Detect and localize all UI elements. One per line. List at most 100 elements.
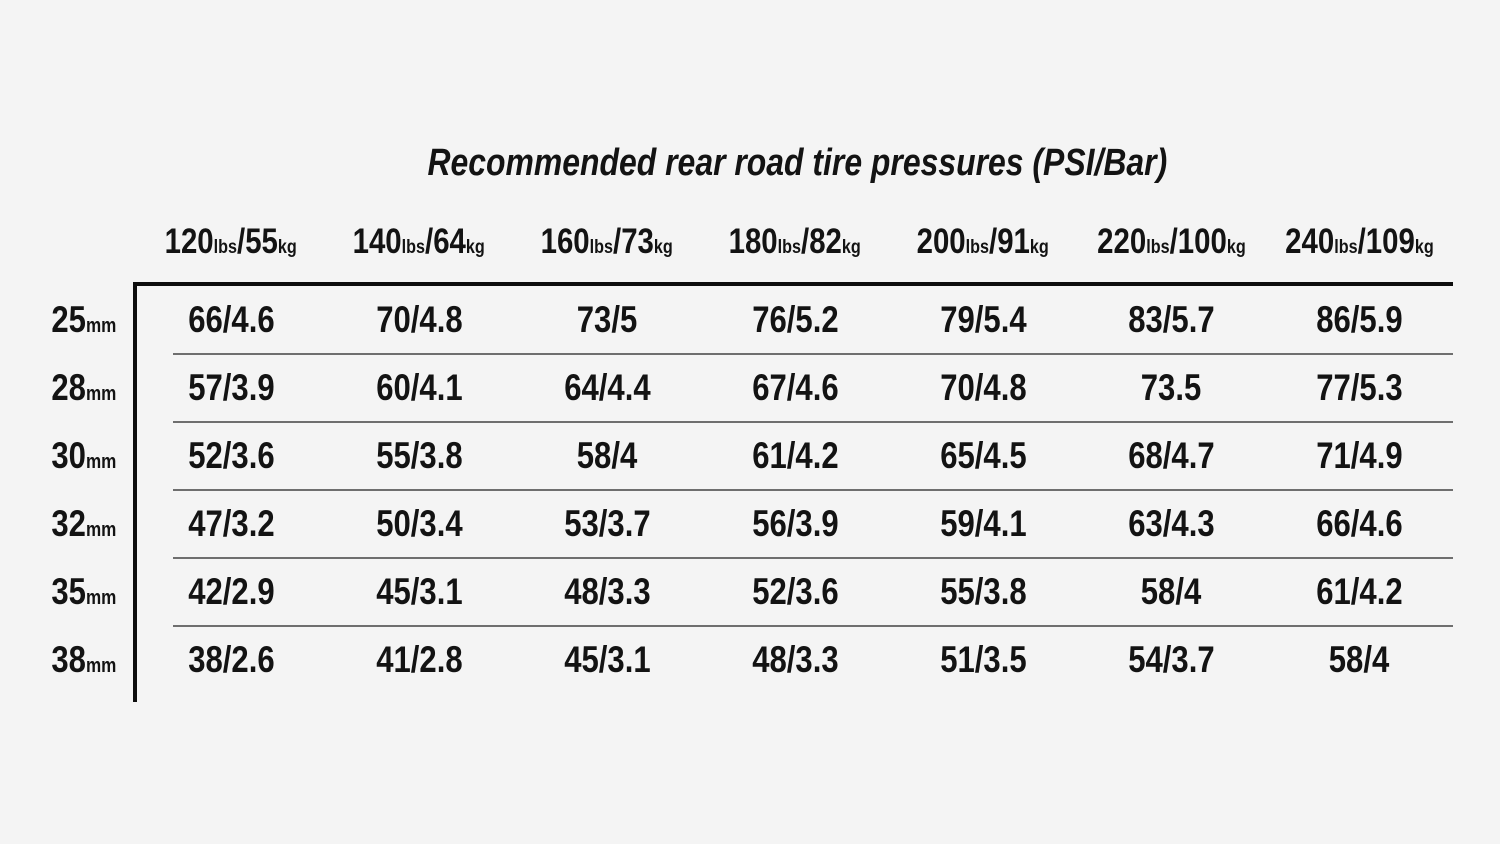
row-label-text: 30mm (51, 435, 116, 477)
pressure-cell: 48/3.3 (701, 639, 889, 681)
column-header: 140lbs/64kg (325, 222, 513, 262)
pressure-value: 76/5.2 (751, 299, 839, 340)
weight-lbs-value: 240 (1284, 222, 1334, 261)
weight-lbs-value: 160 (540, 222, 590, 261)
separator: / (237, 222, 246, 261)
row-label-text: 38mm (51, 639, 116, 681)
pressure-cell: 73/5 (513, 299, 701, 341)
weight-lbs-value: 180 (728, 222, 778, 261)
kg-unit: kg (278, 237, 298, 258)
kg-unit: kg (1414, 237, 1434, 258)
pressure-cell: 71/4.9 (1265, 435, 1453, 477)
column-header: 180lbs/82kg (701, 222, 889, 262)
pressure-cell: 42/2.9 (137, 571, 325, 613)
kg-unit: kg (466, 237, 486, 258)
pressure-value: 42/2.9 (187, 571, 275, 612)
tire-size-value: 32 (51, 503, 86, 544)
row-label: 28mm (0, 354, 116, 422)
weight-lbs-value: 120 (164, 222, 214, 261)
weight-lbs-value: 220 (1096, 222, 1146, 261)
weight-kg-value: 109 (1365, 222, 1415, 261)
pressure-cell: 58/4 (1265, 639, 1453, 681)
pressure-value: 47/3.2 (187, 503, 275, 544)
row-label: 35mm (0, 558, 116, 626)
pressure-cell: 83/5.7 (1077, 299, 1265, 341)
pressure-value: 57/3.9 (187, 367, 275, 408)
row-label-text: 25mm (51, 299, 116, 341)
column-header-text: 180lbs/82kg (729, 222, 861, 262)
pressure-cell: 58/4 (1077, 571, 1265, 613)
mm-unit: mm (85, 655, 116, 677)
pressure-cell: 58/4 (513, 435, 701, 477)
pressure-cell: 76/5.2 (701, 299, 889, 341)
row-label-text: 32mm (51, 503, 116, 545)
column-header-row: 120lbs/55kg 140lbs/64kg 160lbs/73kg 180l… (137, 216, 1453, 268)
column-header: 200lbs/91kg (889, 222, 1077, 262)
pressure-value: 54/3.7 (1127, 639, 1215, 680)
pressure-value: 45/3.1 (563, 639, 651, 680)
page-title-text: Recommended rear road tire pressures (PS… (427, 142, 1168, 184)
mm-unit: mm (85, 519, 116, 541)
tire-size-value: 30 (51, 435, 86, 476)
table-row: 42/2.9 45/3.1 48/3.3 52/3.6 55/3.8 58/4 … (137, 558, 1453, 627)
pressure-value: 68/4.7 (1127, 435, 1215, 476)
column-header-text: 120lbs/55kg (165, 222, 297, 262)
weight-kg-value: 91 (997, 222, 1031, 261)
mm-unit: mm (85, 383, 116, 405)
pressure-cell: 68/4.7 (1077, 435, 1265, 477)
pressure-value: 73/5 (576, 299, 638, 340)
pressure-cell: 51/3.5 (889, 639, 1077, 681)
lbs-unit: lbs (1145, 237, 1170, 258)
pressure-cell: 38/2.6 (137, 639, 325, 681)
weight-kg-value: 82 (809, 222, 843, 261)
column-header: 120lbs/55kg (137, 222, 325, 262)
column-header-text: 140lbs/64kg (353, 222, 485, 262)
row-label-text: 28mm (51, 367, 116, 409)
pressure-value: 71/4.9 (1315, 435, 1403, 476)
mm-unit: mm (85, 451, 116, 473)
pressure-cell: 67/4.6 (701, 367, 889, 409)
pressure-cell: 64/4.4 (513, 367, 701, 409)
lbs-unit: lbs (777, 237, 802, 258)
pressure-value: 48/3.3 (751, 639, 839, 680)
column-header-text: 160lbs/73kg (541, 222, 673, 262)
mm-unit: mm (85, 315, 116, 337)
pressure-cell: 52/3.6 (137, 435, 325, 477)
tire-size-value: 25 (51, 299, 86, 340)
pressure-cell: 55/3.8 (325, 435, 513, 477)
pressure-value: 58/4 (576, 435, 638, 476)
tire-size-value: 35 (51, 571, 86, 612)
lbs-unit: lbs (213, 237, 238, 258)
pressure-cell: 57/3.9 (137, 367, 325, 409)
pressure-value: 52/3.6 (187, 435, 275, 476)
pressure-cell: 56/3.9 (701, 503, 889, 545)
pressure-cell: 60/4.1 (325, 367, 513, 409)
pressure-value: 50/3.4 (375, 503, 463, 544)
pressure-cell: 70/4.8 (325, 299, 513, 341)
tire-size-value: 28 (51, 367, 86, 408)
pressure-value: 73.5 (1140, 367, 1202, 408)
row-label-column: 25mm 28mm 30mm 32mm 35mm 38mm (0, 286, 116, 694)
pressure-cell: 54/3.7 (1077, 639, 1265, 681)
table-body: 66/4.6 70/4.8 73/5 76/5.2 79/5.4 83/5.7 … (137, 286, 1453, 694)
pressure-value: 65/4.5 (939, 435, 1027, 476)
lbs-unit: lbs (589, 237, 614, 258)
separator: / (1357, 222, 1366, 261)
pressure-value: 70/4.8 (939, 367, 1027, 408)
separator: / (1169, 222, 1178, 261)
pressure-cell: 79/5.4 (889, 299, 1077, 341)
column-header-text: 240lbs/109kg (1285, 222, 1434, 262)
pressure-cell: 55/3.8 (889, 571, 1077, 613)
kg-unit: kg (654, 237, 674, 258)
tire-size-value: 38 (51, 639, 86, 680)
pressure-value: 79/5.4 (939, 299, 1027, 340)
kg-unit: kg (1030, 237, 1050, 258)
table-row: 57/3.9 60/4.1 64/4.4 67/4.6 70/4.8 73.5 … (137, 354, 1453, 423)
pressure-value: 60/4.1 (375, 367, 463, 408)
pressure-value: 53/3.7 (563, 503, 651, 544)
pressure-value: 55/3.8 (939, 571, 1027, 612)
separator: / (801, 222, 810, 261)
pressure-value: 59/4.1 (939, 503, 1027, 544)
column-header: 240lbs/109kg (1265, 222, 1453, 262)
